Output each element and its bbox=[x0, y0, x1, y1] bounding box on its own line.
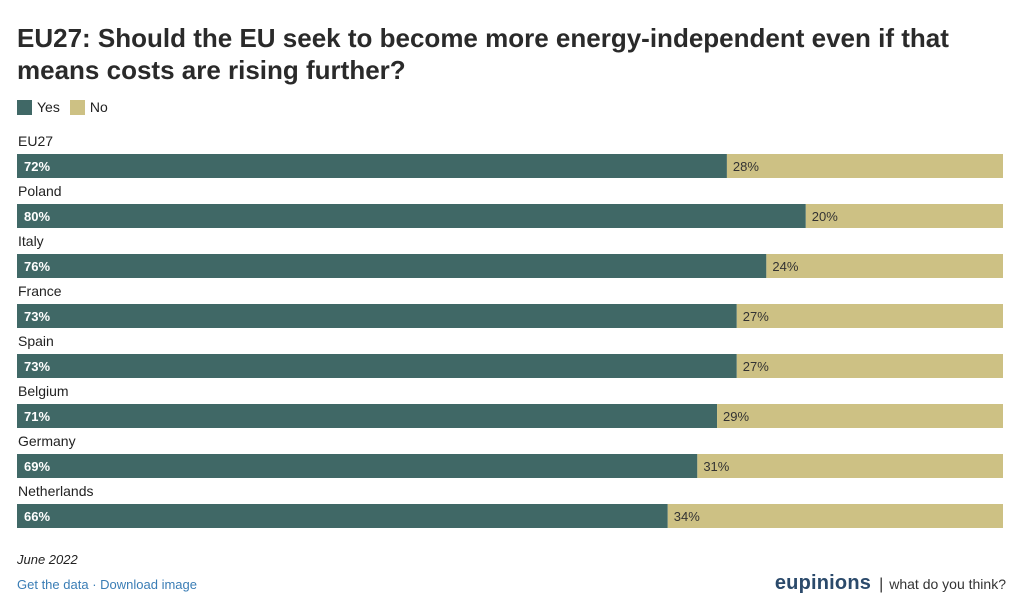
bar-yes bbox=[17, 504, 668, 528]
data-label-no: 20% bbox=[812, 209, 838, 224]
brand-logo: eupinions | what do you think? bbox=[775, 572, 1006, 595]
category-label: France bbox=[18, 283, 62, 299]
data-label-yes: 80% bbox=[24, 209, 50, 224]
bar-no bbox=[736, 354, 1003, 378]
bar-no bbox=[805, 204, 1003, 228]
data-label-yes: 71% bbox=[24, 409, 50, 424]
legend-item-yes: Yes bbox=[17, 99, 60, 115]
category-label: Netherlands bbox=[18, 483, 94, 499]
category-label: Belgium bbox=[18, 383, 69, 399]
bar-yes bbox=[17, 254, 767, 278]
data-label-yes: 76% bbox=[24, 259, 50, 274]
get-data-link[interactable]: Get the data bbox=[17, 577, 89, 592]
footer-links: Get the data · Download image bbox=[17, 577, 197, 592]
bar-yes bbox=[17, 304, 737, 328]
bar-yes bbox=[17, 404, 718, 428]
data-label-no: 27% bbox=[743, 309, 769, 324]
bar-no bbox=[766, 254, 1003, 278]
data-label-no: 28% bbox=[733, 159, 759, 174]
legend-label-no: No bbox=[89, 99, 108, 115]
bar-yes bbox=[17, 354, 737, 378]
legend-label-yes: Yes bbox=[37, 99, 60, 115]
bar-yes bbox=[17, 204, 806, 228]
category-label: Poland bbox=[18, 183, 62, 199]
legend-item-no: No bbox=[69, 99, 108, 115]
brand-separator: | bbox=[879, 576, 884, 593]
bar-no bbox=[717, 404, 1003, 428]
data-label-no: 29% bbox=[723, 409, 749, 424]
download-image-link[interactable]: Download image bbox=[100, 577, 197, 592]
category-label: Germany bbox=[18, 433, 76, 449]
data-label-yes: 66% bbox=[24, 509, 50, 524]
bar-no bbox=[736, 304, 1003, 328]
brand-tagline: what do you think? bbox=[889, 576, 1006, 592]
data-label-no: 24% bbox=[772, 259, 798, 274]
bar-no bbox=[697, 454, 1003, 478]
data-label-no: 31% bbox=[703, 459, 729, 474]
data-label-yes: 73% bbox=[24, 309, 50, 324]
bar-no bbox=[726, 154, 1003, 178]
bar-yes bbox=[17, 454, 698, 478]
bar-no bbox=[667, 504, 1003, 528]
category-label: Spain bbox=[18, 333, 54, 349]
category-label: Italy bbox=[18, 233, 44, 249]
data-label-no: 34% bbox=[674, 509, 700, 524]
footer-separator: · bbox=[92, 577, 97, 592]
survey-date: June 2022 bbox=[17, 552, 78, 567]
legend: Yes No bbox=[17, 99, 118, 115]
legend-swatch-no bbox=[69, 99, 85, 115]
data-label-no: 27% bbox=[743, 359, 769, 374]
data-label-yes: 69% bbox=[24, 459, 50, 474]
legend-swatch-yes bbox=[17, 99, 32, 115]
chart-title: EU27: Should the EU seek to become more … bbox=[17, 23, 949, 85]
category-label: EU27 bbox=[18, 133, 53, 149]
data-label-yes: 72% bbox=[24, 159, 50, 174]
bar-yes bbox=[17, 154, 727, 178]
data-label-yes: 73% bbox=[24, 359, 50, 374]
brand-name: eupinions bbox=[774, 572, 872, 594]
